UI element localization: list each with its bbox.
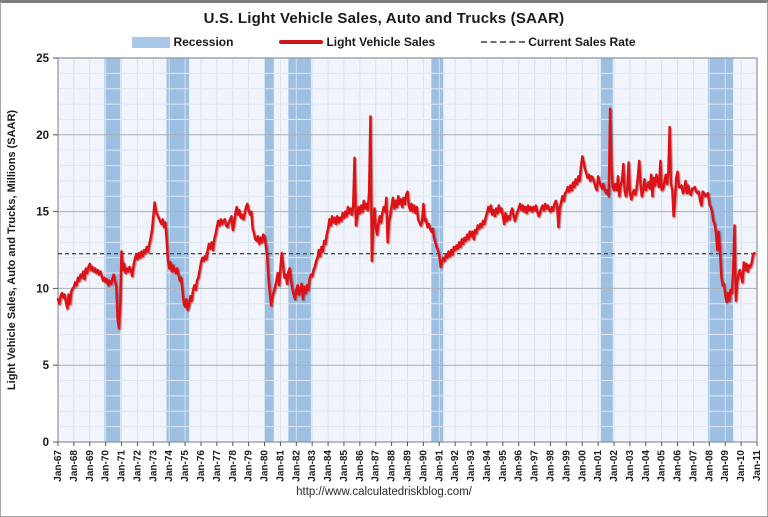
y-tick-label: 20 (36, 130, 49, 142)
x-tick-label: Jan-03 (625, 450, 636, 482)
x-tick-label: Jan-00 (577, 450, 588, 482)
recession-band (600, 58, 613, 442)
x-tick-label: Jan-77 (212, 450, 223, 482)
sales-line-swatch-icon (279, 40, 324, 44)
x-tick-label: Jan-97 (530, 450, 541, 482)
x-tick-label: Jan-85 (339, 450, 350, 482)
x-tick-label: Jan-92 (450, 450, 461, 482)
x-tick-label: Jan-91 (434, 450, 445, 482)
y-tick-label: 15 (36, 207, 49, 219)
x-tick-label: Jan-96 (514, 450, 525, 482)
x-tick-label: Jan-88 (387, 450, 398, 482)
chart-title: U.S. Light Vehicle Sales, Auto and Truck… (203, 10, 565, 27)
x-tick-label: Jan-76 (196, 450, 207, 482)
y-axis-title: Light Vehicle Sales, Auto and Trucks, Mi… (6, 110, 18, 390)
x-tick-label: Jan-05 (657, 450, 668, 482)
x-tick-label: Jan-75 (180, 450, 191, 482)
y-tick-label: 0 (43, 437, 49, 449)
x-tick-label: Jan-10 (736, 450, 747, 482)
x-tick-label: Jan-74 (164, 450, 175, 482)
legend-label-current-sales-rate: Current Sales Rate (528, 35, 636, 49)
x-tick-label: Jan-83 (307, 450, 318, 482)
legend-label-light-vehicle-sales: Light Vehicle Sales (326, 35, 436, 49)
legend-label-recession: Recession (173, 35, 234, 49)
x-tick-label: Jan-98 (545, 450, 556, 482)
x-tick-label: Jan-69 (85, 450, 96, 482)
x-tick-label: Jan-81 (275, 450, 286, 482)
x-tick-label: Jan-82 (291, 450, 302, 482)
sales-chart: Jan-67 Jan-68 Jan-69 Jan-70 Jan-71 Jan-72 Jan-… (6, 53, 763, 482)
x-tick-label: Jan-89 (403, 450, 414, 482)
legend-item-recession: Recession (132, 35, 233, 49)
recession-band (104, 58, 121, 442)
light-vehicle-sales-line (56, 107, 756, 330)
y-tick-label: 10 (36, 283, 49, 295)
legend-item-current-sales-rate: Current Sales Rate (481, 35, 636, 49)
y-tick-label: 5 (43, 360, 50, 372)
x-tick-label: Jan-07 (688, 450, 699, 482)
x-tick-label: Jan-93 (466, 450, 477, 482)
x-tick-label: Jan-02 (609, 450, 620, 482)
x-tick-label: Jan-71 (117, 450, 128, 482)
x-tick-label: Jan-11 (752, 450, 763, 482)
recession-swatch-icon (132, 36, 171, 48)
x-tick-label: Jan-73 (148, 450, 159, 482)
x-tick-label: Jan-70 (101, 450, 112, 482)
x-tick-label: Jan-95 (498, 450, 509, 482)
x-tick-label: Jan-67 (53, 450, 64, 482)
y-tick-label: 25 (36, 53, 49, 65)
recession-band (288, 58, 311, 442)
x-tick-label: Jan-68 (69, 450, 80, 482)
x-tick-label: Jan-79 (244, 450, 255, 482)
recession-band (264, 58, 274, 442)
x-tick-label: Jan-80 (260, 450, 271, 482)
x-tick-label: Jan-84 (323, 450, 334, 482)
legend: Recession Light Vehicle Sales Current Sa… (1, 32, 767, 52)
recession-band (166, 58, 190, 442)
x-tick-label: Jan-01 (593, 450, 604, 482)
source-url: http://www.calculatedriskblog.com/ (296, 486, 472, 498)
x-tick-label: Jan-94 (482, 450, 493, 482)
x-tick-label: Jan-04 (641, 450, 652, 482)
x-tick-label: Jan-87 (371, 450, 382, 482)
x-tick-label: Jan-86 (355, 450, 366, 482)
x-tick-label: Jan-90 (418, 450, 429, 482)
x-tick-label: Jan-09 (720, 450, 731, 482)
legend-item-light-vehicle-sales: Light Vehicle Sales (279, 35, 435, 49)
x-tick-label: Jan-99 (561, 450, 572, 482)
x-tick-label: Jan-72 (132, 450, 143, 482)
x-tick-label: Jan-08 (704, 450, 715, 482)
x-tick-label: Jan-78 (228, 450, 239, 482)
x-tick-label: Jan-06 (673, 450, 684, 482)
dashed-rate-swatch-icon (481, 41, 526, 43)
